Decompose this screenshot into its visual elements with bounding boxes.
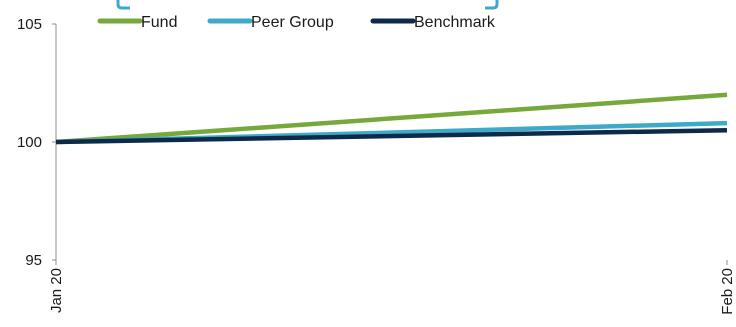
y-tick-label: 100 — [17, 134, 42, 151]
x-axis-ticks: Jan 20 Feb 20 — [48, 260, 736, 315]
x-tick-label: Feb 20 — [719, 268, 736, 315]
legend-label: Benchmark — [414, 14, 496, 31]
x-tick-label: Jan 20 — [48, 268, 65, 313]
y-tick-label: 105 — [17, 16, 42, 33]
y-axis-ticks: 105 100 95 — [17, 16, 56, 269]
chart-legend: Fund Peer Group Benchmark — [97, 14, 496, 31]
legend-label: Peer Group — [251, 14, 334, 31]
series-line-benchmark — [55, 127, 728, 145]
series-line-fund — [55, 92, 728, 145]
legend-item-benchmark: Benchmark — [370, 14, 496, 31]
series-lines — [55, 92, 728, 145]
y-tick-label: 95 — [25, 252, 42, 269]
cropped-title-remnant — [116, 0, 499, 10]
legend-item-fund: Fund — [97, 14, 177, 31]
legend-item-peer-group: Peer Group — [207, 14, 334, 31]
legend-label: Fund — [141, 14, 177, 31]
